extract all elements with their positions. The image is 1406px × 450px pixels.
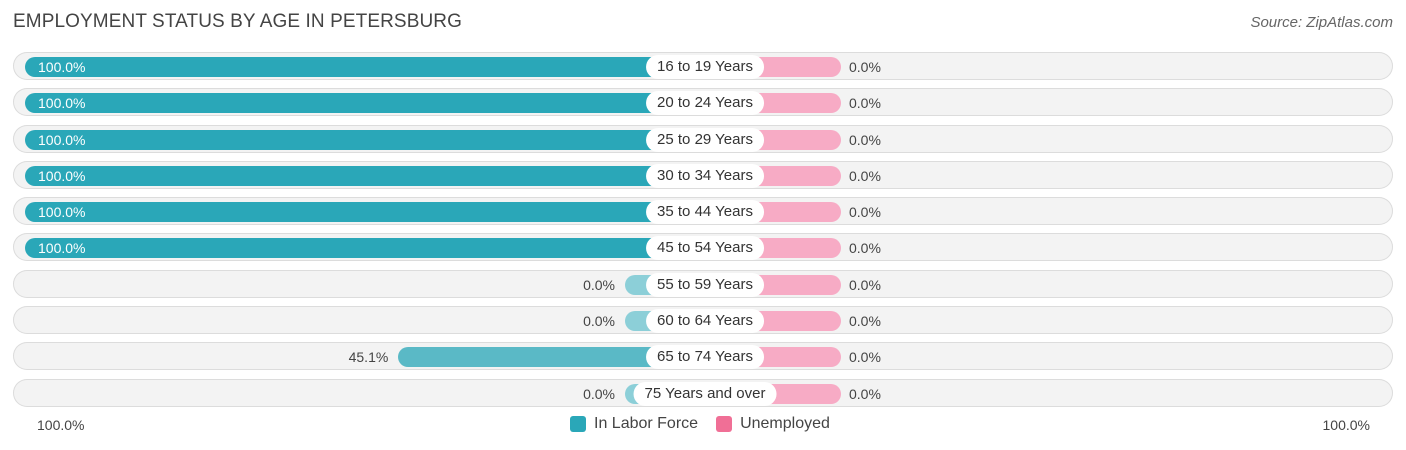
value-label-unemployed: 0.0% [849,131,881,148]
chart-row: 100.0% 0.0% 30 to 34 Years [13,160,1393,189]
category-label: 75 Years and over [633,381,777,406]
chart-row: 0.0% 0.0% 60 to 64 Years [13,306,1393,335]
value-label-in-labor-force: 100.0% [38,167,86,184]
legend-item-in-labor-force: In Labor Force [570,415,698,433]
legend-label-unemployed: Unemployed [740,415,830,432]
chart-row: 100.0% 0.0% 35 to 44 Years [13,197,1393,226]
chart-row: 0.0% 0.0% 75 Years and over [13,378,1393,407]
source-label: Source: ZipAtlas.com [1250,14,1393,31]
value-label-in-labor-force: 100.0% [38,240,86,257]
value-label-unemployed: 0.0% [849,204,881,221]
value-label-unemployed: 0.0% [849,59,881,75]
legend-swatch-unemployed [716,416,733,432]
bar-in-labor-force [398,347,715,368]
value-label-in-labor-force: 100.0% [38,204,86,221]
chart-row: 100.0% 0.0% 25 to 29 Years [13,124,1393,153]
value-label-in-labor-force: 100.0% [38,131,86,148]
legend-item-unemployed: Unemployed [716,415,830,433]
legend-label-in-labor-force: In Labor Force [594,415,699,432]
axis-left-label: 100.0% [37,417,85,433]
category-label: 55 to 59 Years [646,272,764,297]
bar-in-labor-force [25,202,715,223]
bar-in-labor-force [25,57,715,77]
value-label-unemployed: 0.0% [849,385,881,402]
axis-right-label: 100.0% [1322,417,1370,433]
chart-row: 100.0% 0.0% 45 to 54 Years [13,233,1393,262]
value-label-in-labor-force: 100.0% [38,95,86,112]
value-label-in-labor-force: 100.0% [38,59,86,75]
value-label-in-labor-force: 0.0% [583,385,615,402]
value-label-unemployed: 0.0% [849,167,881,184]
value-label-unemployed: 0.0% [849,313,881,330]
chart-rows: 100.0% 0.0% 16 to 19 Years 100.0% 0.0% 20 to … [13,52,1393,415]
value-label-in-labor-force: 0.0% [583,276,615,293]
value-label-unemployed: 0.0% [849,276,881,293]
chart-row: 100.0% 0.0% 20 to 24 Years [13,88,1393,117]
chart-row: 100.0% 0.0% 16 to 19 Years [13,52,1393,80]
bar-in-labor-force [25,165,715,186]
category-label: 45 to 54 Years [646,236,764,261]
chart-row: 45.1% 0.0% 65 to 74 Years [13,342,1393,371]
bar-in-labor-force [25,129,715,150]
legend: In Labor Force Unemployed [570,415,848,433]
bar-in-labor-force [25,93,715,114]
chart-row: 0.0% 0.0% 55 to 59 Years [13,269,1393,298]
category-label: 60 to 64 Years [646,309,764,334]
value-label-in-labor-force: 0.0% [583,313,615,330]
legend-swatch-in-labor-force [570,416,586,432]
value-label-unemployed: 0.0% [849,349,881,366]
value-label-unemployed: 0.0% [849,95,881,112]
category-label: 65 to 74 Years [646,345,764,370]
chart-title: EMPLOYMENT STATUS BY AGE IN PETERSBURG [13,11,462,32]
value-label-unemployed: 0.0% [849,240,881,257]
category-label: 25 to 29 Years [646,127,764,152]
category-label: 16 to 19 Years [646,55,764,79]
value-label-in-labor-force: 45.1% [348,349,389,366]
category-label: 35 to 44 Years [646,200,764,225]
category-label: 30 to 34 Years [646,163,764,188]
category-label: 20 to 24 Years [646,91,764,116]
bar-in-labor-force [25,238,715,259]
